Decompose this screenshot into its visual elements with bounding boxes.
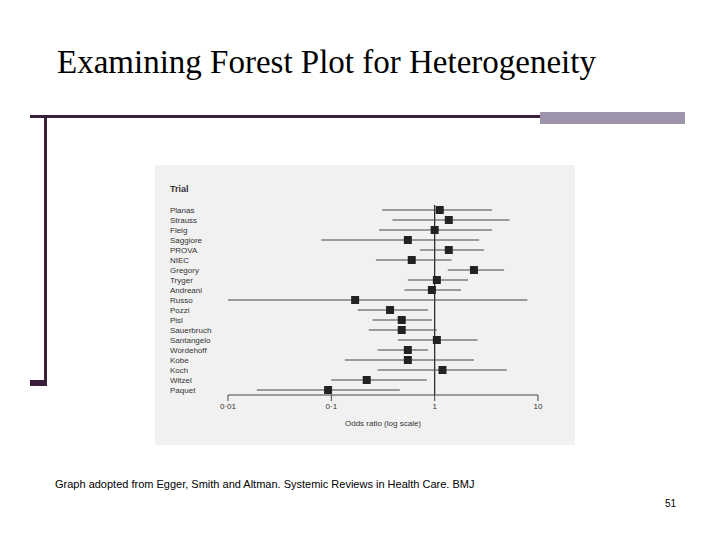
html-text:Graph adopted from Egger, Smit: Graph adopted from Egger, Smith and Altm… — [55, 478, 475, 490]
svg-text:Pozzi: Pozzi — [170, 306, 190, 315]
svg-text:Russo: Russo — [170, 296, 193, 305]
svg-text:Fleig: Fleig — [170, 226, 187, 235]
svg-text:Odds ratio (log scale): Odds ratio (log scale) — [345, 419, 421, 428]
svg-text:Pisl: Pisl — [170, 316, 183, 325]
svg-text:Strauss: Strauss — [170, 216, 197, 225]
svg-text:Kobe: Kobe — [170, 356, 189, 365]
html-text:Trial: Trial — [170, 184, 189, 194]
svg-text:PROVA: PROVA — [170, 246, 198, 255]
svg-text:1: 1 — [432, 402, 437, 411]
svg-text:10: 10 — [534, 402, 543, 411]
svg-text:Gregory: Gregory — [170, 266, 199, 275]
svg-text:Sauerbruch: Sauerbruch — [170, 326, 211, 335]
svg-text:0·01: 0·01 — [220, 402, 237, 411]
svg-text:Paquet: Paquet — [170, 386, 196, 395]
svg-text:Wordehoff: Wordehoff — [170, 346, 207, 355]
svg-text:Planas: Planas — [170, 206, 194, 215]
svg-text:NIEC: NIEC — [170, 256, 189, 265]
svg-text:0·1: 0·1 — [326, 402, 338, 411]
html-text:Examining Forest Plot for Hete: Examining Forest Plot for Heterogeneity — [57, 44, 596, 80]
html-text:51: 51 — [665, 498, 677, 509]
svg-text:Andreani: Andreani — [170, 286, 202, 295]
svg-text:Tryger: Tryger — [170, 276, 193, 285]
svg-text:Koch: Koch — [170, 366, 188, 375]
svg-text:Saggiore: Saggiore — [170, 236, 203, 245]
svg-text:Santangelo: Santangelo — [170, 336, 211, 345]
svg-text:Witzel: Witzel — [170, 376, 192, 385]
